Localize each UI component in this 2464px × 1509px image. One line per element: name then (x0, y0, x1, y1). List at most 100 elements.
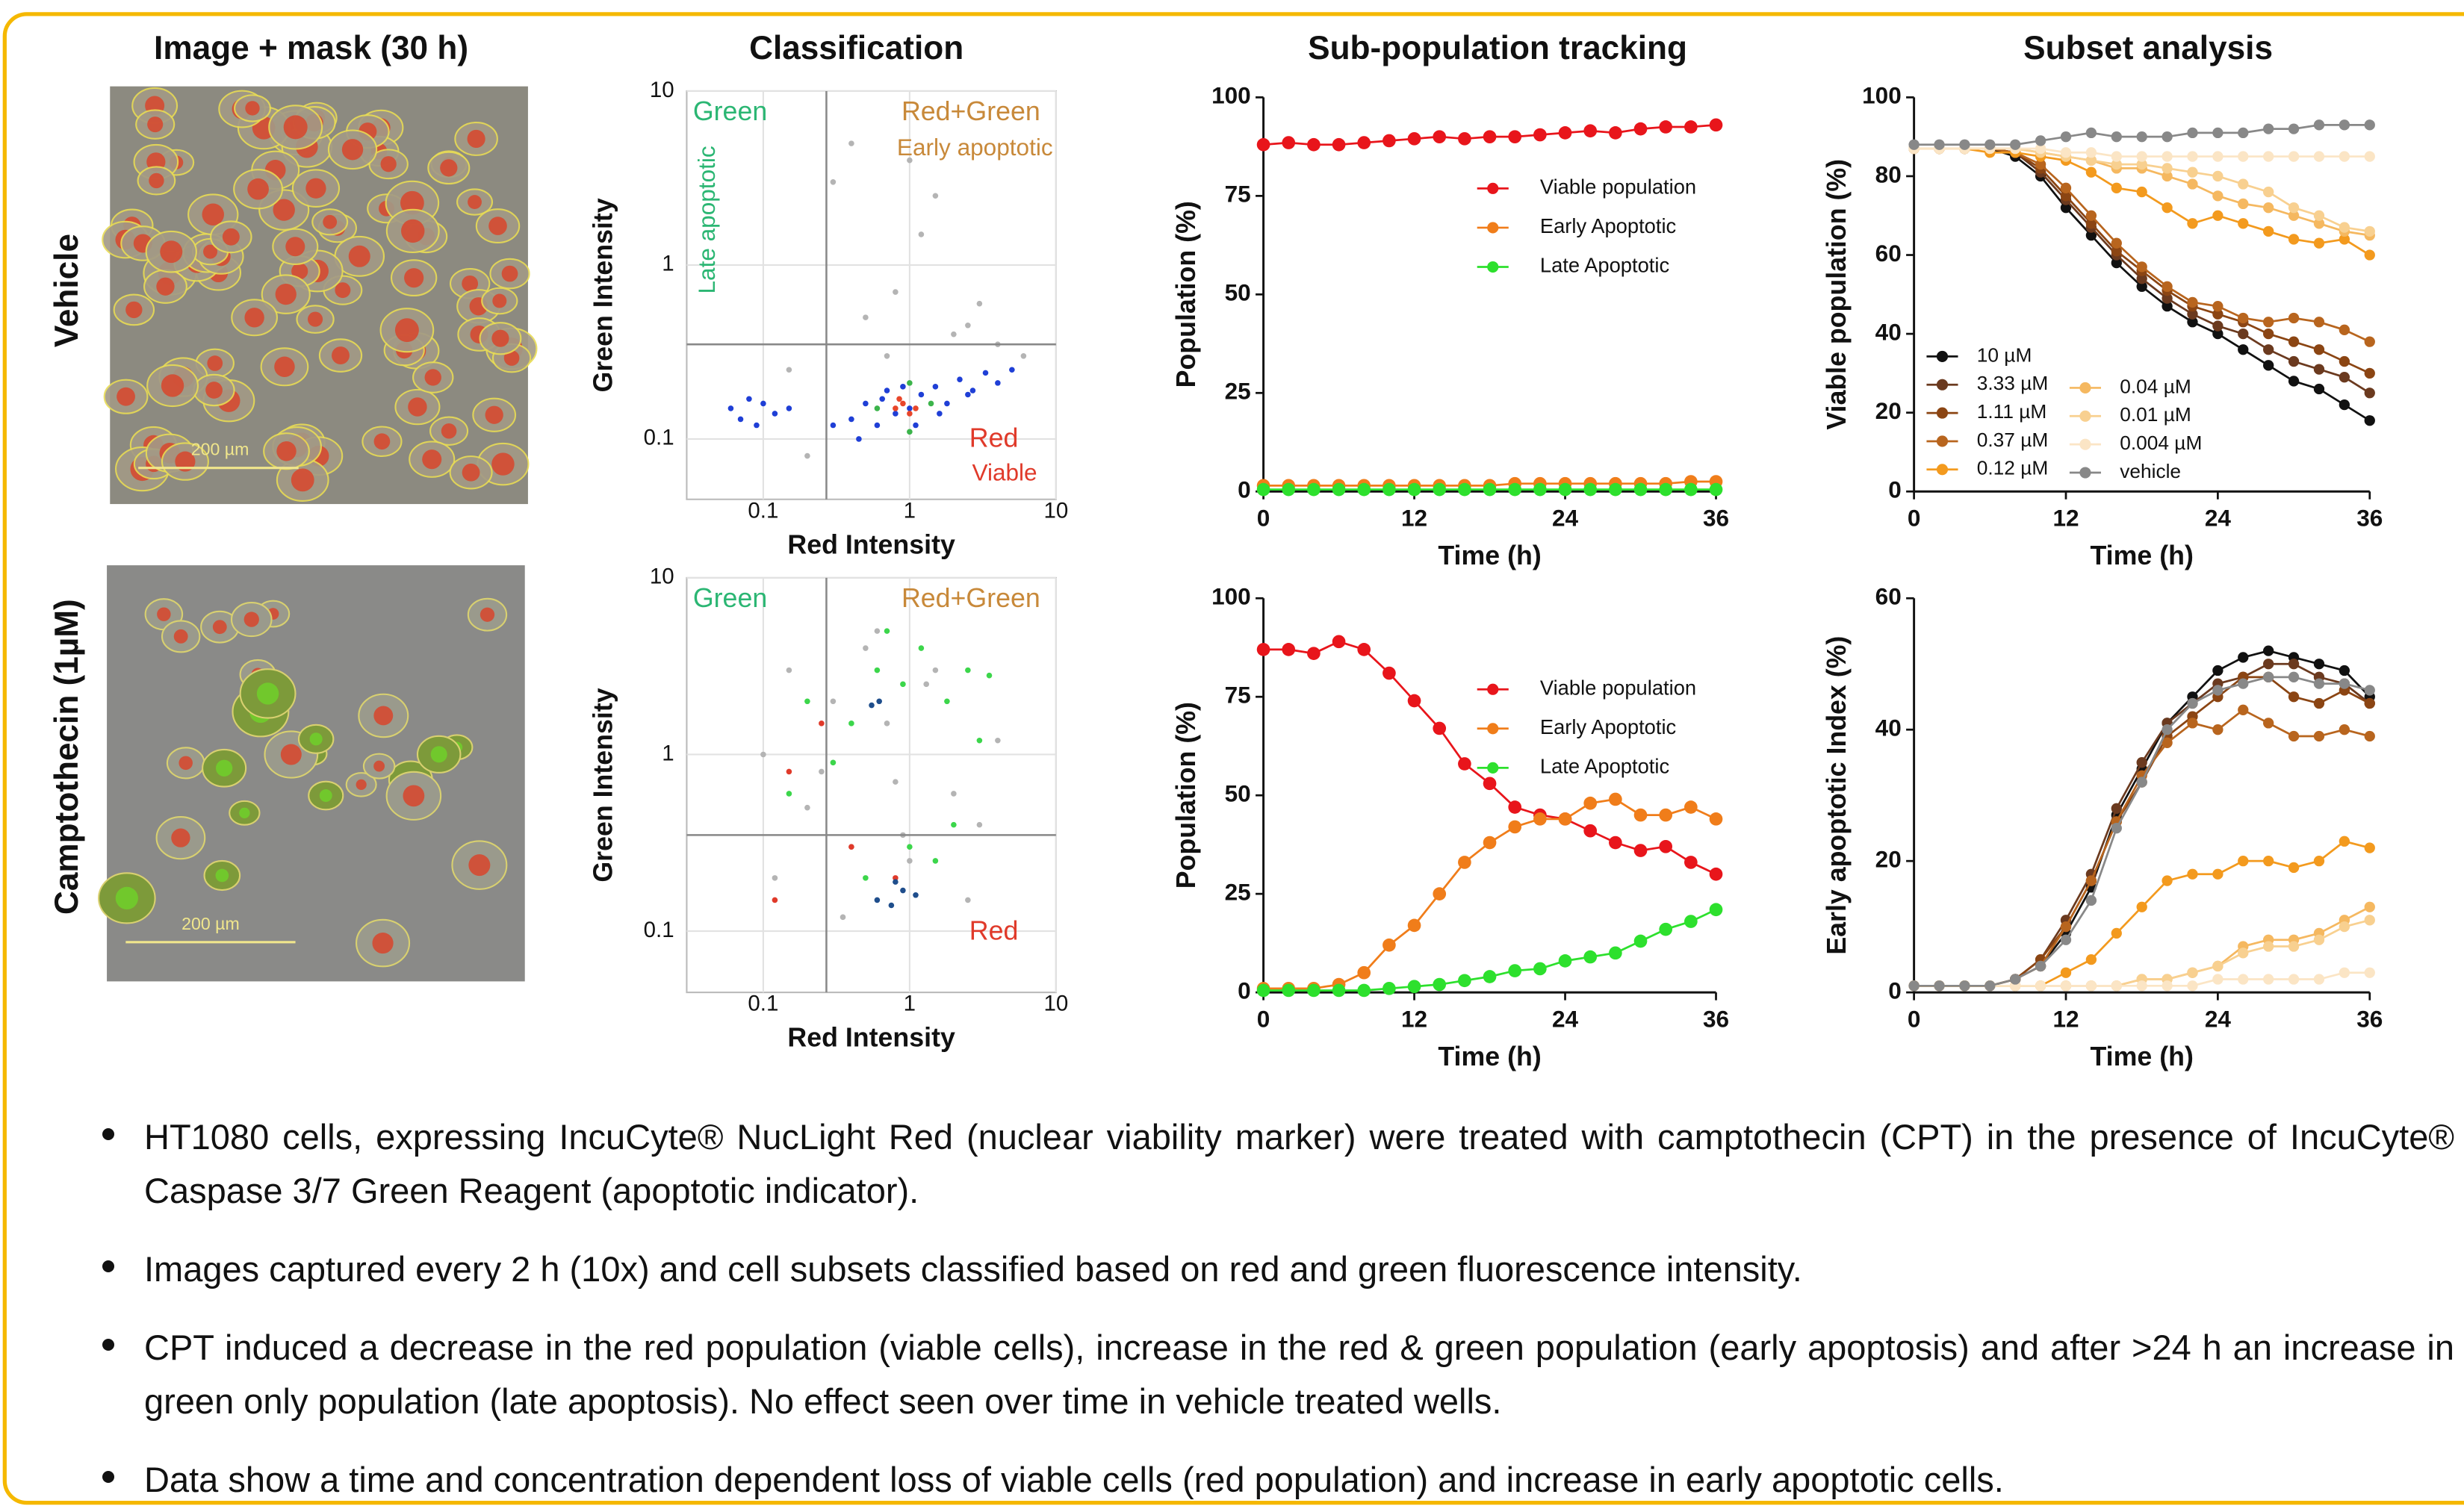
data-point (2136, 186, 2147, 198)
data-point (2212, 328, 2224, 340)
x-tick-label: 10 (1043, 498, 1068, 523)
y-axis-label: Viable population (%) (1822, 159, 1852, 430)
data-point (1382, 666, 1396, 680)
nucleus (215, 868, 229, 883)
scatter-point (737, 416, 744, 423)
data-point (2060, 182, 2072, 193)
scatter-point (907, 844, 913, 850)
data-point (1633, 844, 1648, 857)
data-point (2136, 261, 2147, 273)
data-point (2162, 170, 2173, 182)
scatter-point (863, 875, 869, 881)
data-point (2010, 974, 2021, 985)
data-point (1282, 643, 1296, 656)
data-point (2060, 921, 2072, 933)
scatter-point (848, 844, 854, 850)
series-line (1914, 147, 2371, 343)
data-point (1483, 130, 1497, 144)
data-point (2339, 324, 2350, 335)
data-point (1332, 635, 1346, 649)
nucleus (501, 265, 518, 282)
nucleus (380, 156, 397, 172)
y-tick-label: 10 (650, 78, 674, 102)
data-point (2288, 862, 2300, 874)
data-point (1382, 134, 1396, 148)
scatter-point (727, 405, 734, 411)
data-point (2035, 960, 2046, 972)
data-point (2364, 367, 2375, 379)
nucleus (276, 441, 297, 461)
data-point (2313, 151, 2325, 162)
scatter-point (918, 391, 925, 398)
y-tick-label: 60 (1875, 583, 1902, 610)
data-point (2288, 151, 2300, 162)
data-point (2111, 151, 2122, 162)
data-point (2263, 671, 2274, 682)
y-tick-label: 25 (1225, 378, 1251, 405)
bullet-text: Data show a time and concentration depen… (144, 1460, 2004, 1499)
data-point (1307, 482, 1321, 497)
data-point (2263, 186, 2274, 198)
data-point (2288, 123, 2300, 134)
data-point (1307, 983, 1321, 998)
x-tick-label: 36 (1703, 504, 1729, 531)
scatter-point (913, 405, 919, 411)
data-point (2162, 301, 2173, 312)
data-point (2111, 158, 2122, 170)
x-tick-label: 12 (2052, 1005, 2079, 1032)
data-point (2162, 875, 2173, 886)
nucleus (212, 620, 227, 635)
scatter-point (893, 779, 899, 785)
nucleus (215, 759, 233, 777)
nucleus (462, 275, 479, 292)
bullet: HT1080 cells, expressing IncuCyte® NucLi… (102, 1110, 2454, 1218)
scatter-point (976, 300, 983, 307)
data-point (2111, 246, 2122, 257)
data-point (2238, 856, 2249, 867)
nucleus (156, 277, 175, 296)
data-point (2339, 234, 2350, 245)
scatter-point (982, 370, 989, 376)
data-point (2238, 344, 2249, 355)
scatter-point (900, 384, 906, 390)
data-point (2313, 237, 2325, 249)
data-point (2339, 355, 2350, 367)
data-point (2060, 131, 2072, 143)
nucleus (275, 283, 297, 305)
nucleus (319, 789, 332, 802)
y-tick-label: 0 (1888, 476, 1902, 503)
y-tick-label: 25 (1225, 878, 1251, 905)
nucleus (480, 607, 495, 622)
scatter-point (957, 376, 963, 382)
x-tick-label: 0 (1908, 1005, 1921, 1032)
data-point (2263, 202, 2274, 214)
data-point (1458, 482, 1471, 497)
data-point (1382, 482, 1396, 497)
quadrant-label: Red+Green (901, 583, 1040, 613)
data-point (1483, 482, 1497, 497)
data-point (1382, 938, 1396, 952)
data-point (2136, 777, 2147, 788)
legend-label: 0.01 µM (2120, 403, 2191, 426)
data-point (2364, 697, 2375, 709)
x-tick-label: 24 (1552, 504, 1579, 531)
nucleus (503, 350, 520, 366)
scatter-point (976, 821, 983, 828)
legend-marker (1487, 683, 1499, 695)
data-point (1609, 836, 1622, 850)
data-point (1659, 808, 1673, 822)
data-point (2111, 927, 2122, 939)
data-point (1357, 983, 1371, 998)
data-point (2085, 210, 2097, 221)
data-point (2010, 139, 2021, 150)
data-point (1332, 482, 1346, 497)
x-axis-label: Time (h) (1438, 1042, 1541, 1071)
data-point (2288, 355, 2300, 367)
data-point (1282, 983, 1296, 998)
nucleus (348, 245, 370, 267)
legend-label: Early Apoptotic (1540, 715, 1676, 738)
data-point (2035, 980, 2046, 992)
nucleus (273, 199, 295, 221)
data-point (2111, 237, 2122, 249)
